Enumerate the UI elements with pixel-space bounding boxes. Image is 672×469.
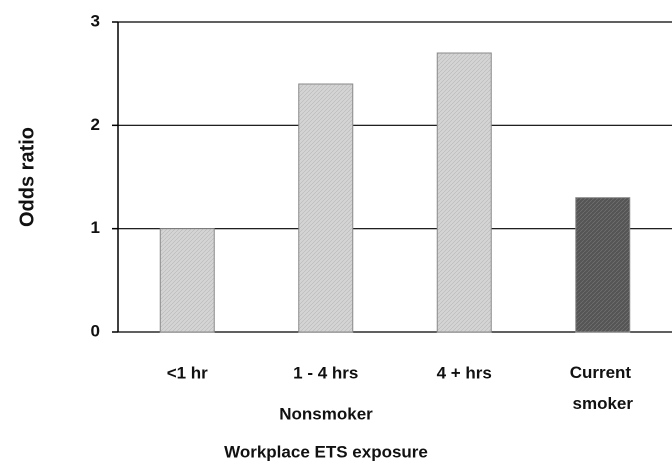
x-tick-label: <1 hr (167, 363, 208, 382)
x-tick-label: 1 - 4 hrs (293, 363, 358, 382)
bar-texture (160, 228, 215, 332)
y-tick-label: 1 (91, 218, 100, 237)
x-tick-label: Current smoker (570, 363, 636, 413)
bar-texture (575, 197, 630, 332)
y-tick-label: 3 (91, 11, 100, 30)
bar-texture (437, 53, 492, 332)
y-tick-label: 2 (91, 115, 100, 134)
y-tick-label: 0 (91, 321, 100, 340)
x-axis-label: Workplace ETS exposure (224, 442, 428, 461)
group-label: Nonsmoker (279, 404, 373, 423)
bar-texture (298, 84, 353, 332)
x-tick-label: 4 + hrs (437, 363, 492, 382)
y-axis-label: Odds ratio (16, 127, 38, 227)
